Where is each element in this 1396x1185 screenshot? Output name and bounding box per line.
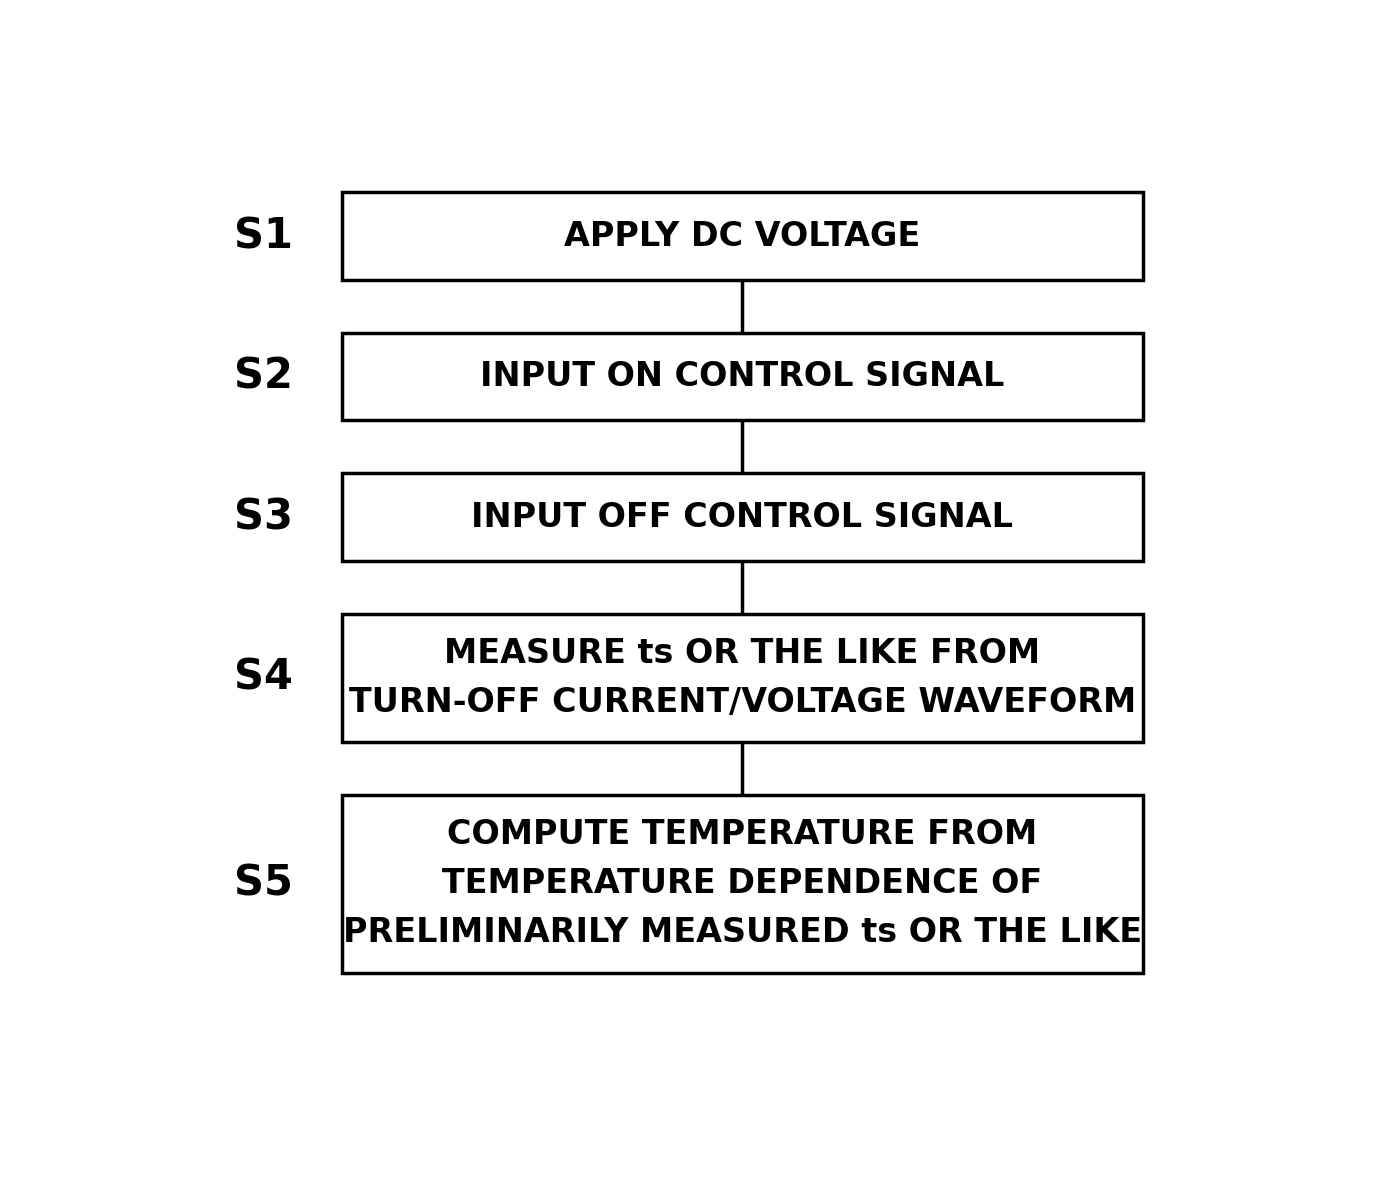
Bar [342,474,1143,561]
Text: INPUT OFF CONTROL SIGNAL: INPUT OFF CONTROL SIGNAL [472,501,1013,533]
Bar [342,192,1143,280]
Text: PRELIMINARILY MEASURED ts OR THE LIKE: PRELIMINARILY MEASURED ts OR THE LIKE [343,916,1142,949]
Text: S2: S2 [233,356,293,398]
Text: TURN-OFF CURRENT/VOLTAGE WAVEFORM: TURN-OFF CURRENT/VOLTAGE WAVEFORM [349,686,1136,719]
Text: S3: S3 [233,497,293,538]
Text: INPUT ON CONTROL SIGNAL: INPUT ON CONTROL SIGNAL [480,360,1005,393]
Text: APPLY DC VOLTAGE: APPLY DC VOLTAGE [564,219,920,252]
Bar [342,333,1143,421]
Text: COMPUTE TEMPERATURE FROM: COMPUTE TEMPERATURE FROM [447,818,1037,851]
Text: TEMPERATURE DEPENDENCE OF: TEMPERATURE DEPENDENCE OF [443,867,1043,901]
Bar [342,795,1143,973]
Text: S1: S1 [233,216,293,257]
Bar [342,614,1143,742]
Text: S5: S5 [233,863,293,904]
Text: MEASURE ts OR THE LIKE FROM: MEASURE ts OR THE LIKE FROM [444,636,1040,670]
Text: S4: S4 [233,656,293,699]
